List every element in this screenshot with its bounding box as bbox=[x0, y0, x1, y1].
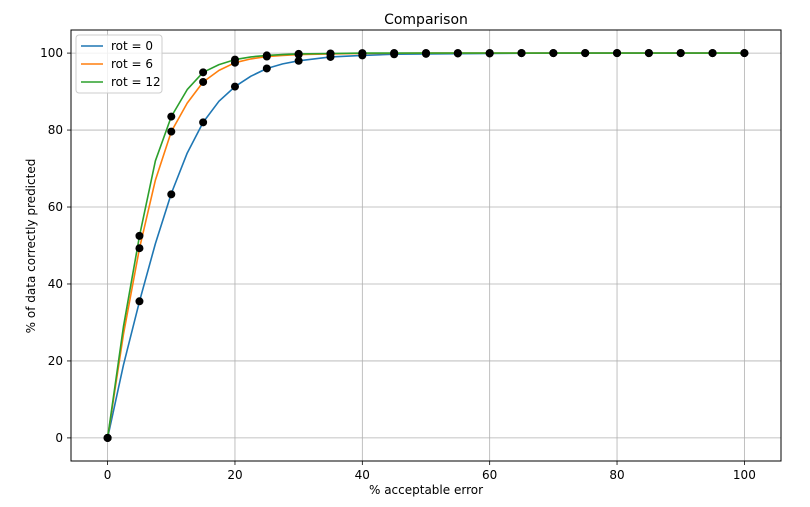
data-point-series-2 bbox=[199, 68, 208, 77]
data-point-series-2 bbox=[644, 49, 653, 58]
data-point-series-2 bbox=[326, 49, 335, 58]
legend-label-2: rot = 12 bbox=[111, 75, 161, 89]
x-axis-ticks: 0 20 40 60 80 100 bbox=[104, 461, 756, 482]
data-point-series-2 bbox=[422, 49, 430, 58]
x-tick-label: 100 bbox=[733, 468, 756, 482]
y-axis-ticks: 0 20 40 60 80 100 bbox=[40, 46, 71, 445]
data-point-series-1 bbox=[135, 244, 144, 253]
data-point-series-2 bbox=[676, 49, 685, 58]
data-point-series-0 bbox=[135, 297, 144, 306]
x-tick-label: 20 bbox=[227, 468, 242, 482]
y-tick-label: 100 bbox=[40, 46, 63, 60]
data-point-series-2 bbox=[103, 433, 112, 442]
data-point-series-2 bbox=[294, 49, 303, 58]
x-tick-label: 80 bbox=[609, 468, 624, 482]
x-tick-label: 0 bbox=[104, 468, 112, 482]
y-tick-label: 80 bbox=[48, 123, 63, 137]
x-axis-label: % acceptable error bbox=[369, 483, 483, 497]
data-point-series-2 bbox=[613, 49, 622, 58]
x-tick-label: 60 bbox=[482, 468, 497, 482]
data-point-series-2 bbox=[453, 49, 462, 58]
data-point-series-2 bbox=[740, 49, 749, 58]
data-point-series-2 bbox=[262, 51, 271, 60]
grid bbox=[71, 30, 781, 461]
series-markers bbox=[103, 49, 749, 442]
y-tick-label: 40 bbox=[48, 277, 63, 291]
y-tick-label: 60 bbox=[48, 200, 63, 214]
data-point-series-0 bbox=[230, 82, 239, 91]
data-point-series-2 bbox=[358, 49, 367, 58]
data-point-series-2 bbox=[230, 55, 239, 64]
data-point-series-2 bbox=[708, 49, 717, 58]
legend: rot = 0 rot = 6 rot = 12 bbox=[75, 34, 163, 94]
legend-box bbox=[75, 34, 163, 94]
data-point-series-0 bbox=[199, 118, 208, 127]
data-point-series-2 bbox=[549, 49, 558, 58]
y-tick-label: 0 bbox=[55, 431, 63, 445]
data-point-series-2 bbox=[517, 49, 526, 58]
data-point-series-2 bbox=[485, 49, 494, 58]
legend-label-1: rot = 6 bbox=[111, 57, 153, 71]
data-point-series-2 bbox=[167, 112, 176, 121]
data-point-series-2 bbox=[135, 231, 144, 240]
data-point-series-1 bbox=[167, 127, 176, 136]
data-point-series-0 bbox=[167, 190, 176, 199]
data-point-series-0 bbox=[294, 56, 303, 65]
plot-frame bbox=[70, 29, 782, 462]
y-axis-label: % of data correctly predicted bbox=[24, 159, 38, 334]
data-point-series-2 bbox=[581, 49, 590, 58]
data-point-series-1 bbox=[199, 77, 208, 86]
data-point-series-0 bbox=[262, 64, 271, 73]
x-tick-label: 40 bbox=[355, 468, 370, 482]
data-point-series-2 bbox=[390, 49, 399, 58]
y-tick-label: 20 bbox=[48, 354, 63, 368]
legend-label-0: rot = 0 bbox=[111, 39, 153, 53]
chart-title: Comparison bbox=[384, 12, 468, 28]
